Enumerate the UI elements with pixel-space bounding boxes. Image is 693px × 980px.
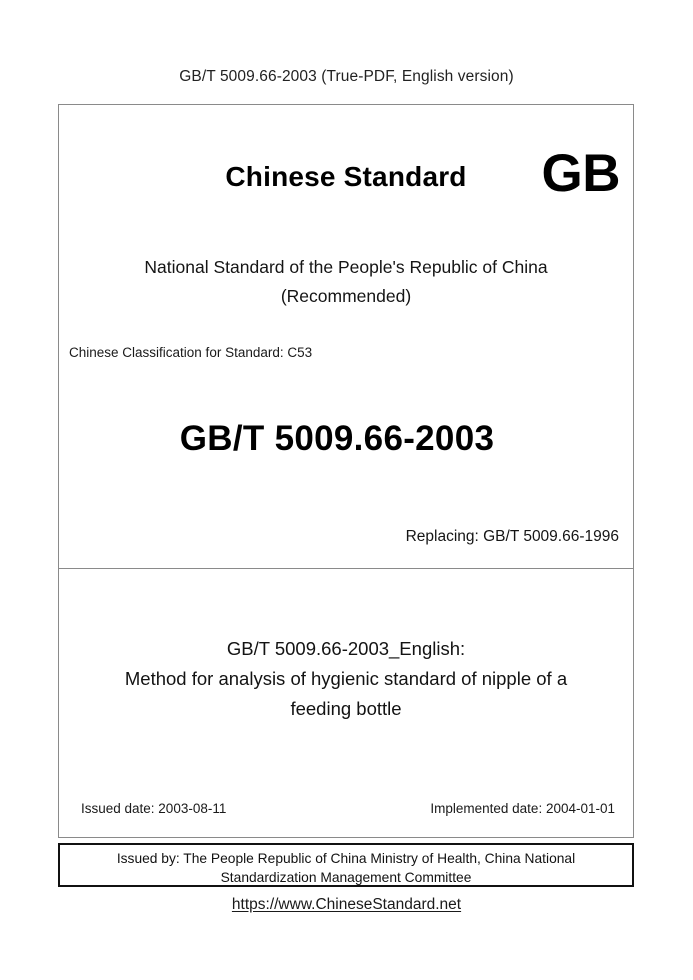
issuer-box: Issued by: The People Republic of China … xyxy=(58,843,634,887)
issuer-line-2: Standardization Management Committee xyxy=(220,870,472,885)
implemented-date: Implemented date: 2004-01-01 xyxy=(430,801,615,816)
issuer-line-1: Issued by: The People Republic of China … xyxy=(116,851,576,866)
standard-number: GB/T 5009.66-2003 xyxy=(179,419,495,458)
page-header-caption: GB/T 5009.66-2003 (True-PDF, English ver… xyxy=(179,68,514,85)
document-title: GB/T 5009.66-2003_English: Method for an… xyxy=(89,634,603,724)
replacing-standard: Replacing: GB/T 5009.66-1996 xyxy=(405,528,619,545)
page-title: Chinese Standard xyxy=(225,161,467,192)
footer-website-url[interactable]: https://www.ChineseStandard.net xyxy=(231,896,462,913)
national-standard-line-1: National Standard of the People's Republ… xyxy=(144,257,548,277)
cover-lower-section: GB/T 5009.66-2003_English: Method for an… xyxy=(59,569,633,837)
classification-code: Chinese Classification for Standard: C53 xyxy=(69,345,313,360)
national-standard-line-2: (Recommended) xyxy=(280,286,412,306)
title-row: Chinese Standard GB xyxy=(59,147,633,207)
issued-date: Issued date: 2003-08-11 xyxy=(81,801,227,816)
gb-logo: GB xyxy=(541,144,621,203)
document-title-line-1: GB/T 5009.66-2003_English: xyxy=(226,638,466,659)
document-title-line-3: feeding bottle xyxy=(290,698,402,719)
document-title-line-2: Method for analysis of hygienic standard… xyxy=(124,668,568,689)
issuer-text: Issued by: The People Republic of China … xyxy=(68,849,624,887)
standard-cover-frame: Chinese Standard GB National Standard of… xyxy=(58,104,634,838)
date-row: Issued date: 2003-08-11 Implemented date… xyxy=(59,801,633,821)
cover-upper-section: Chinese Standard GB National Standard of… xyxy=(59,105,633,569)
national-standard-block: National Standard of the People's Republ… xyxy=(59,253,633,311)
